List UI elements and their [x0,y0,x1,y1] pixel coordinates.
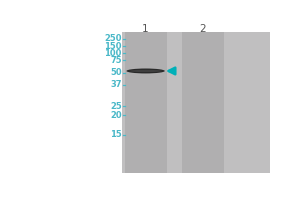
Ellipse shape [129,70,162,72]
Text: 1: 1 [142,24,149,34]
Ellipse shape [126,69,165,73]
Text: 20: 20 [110,111,122,120]
Bar [125,32,166,173]
Text: 25: 25 [110,102,122,111]
Bar [182,32,224,173]
Text: 50: 50 [110,68,122,77]
Text: 15: 15 [110,130,122,139]
Bar [122,32,270,173]
Text: 37: 37 [110,80,122,89]
Text: 100: 100 [104,49,122,58]
Text: 75: 75 [110,56,122,65]
Text: 250: 250 [104,34,122,43]
Text: 150: 150 [104,42,122,51]
Text: 2: 2 [199,24,206,34]
